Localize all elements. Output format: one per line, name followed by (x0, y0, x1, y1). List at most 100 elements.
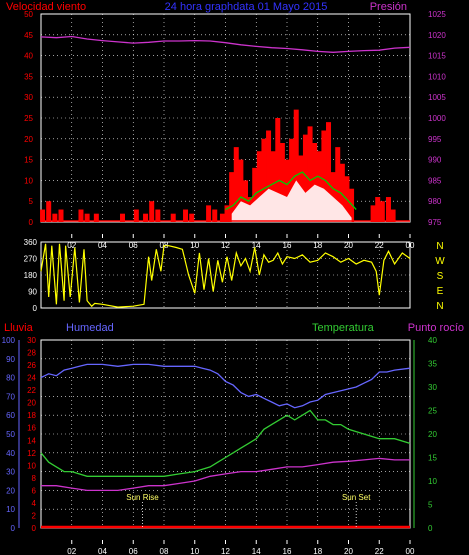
y-tick-label: 1005 (428, 93, 446, 102)
direction-label: N (436, 301, 443, 312)
x-tick-label: 18 (313, 241, 322, 250)
direction-label: N (436, 241, 443, 252)
y-tick-label: 26 (27, 361, 36, 370)
humidity-line (40, 363, 411, 409)
panel3-series (40, 363, 411, 529)
y-tick-label: 30 (27, 336, 36, 345)
x-tick-label: 04 (98, 241, 107, 250)
y-tick-label: 2 (32, 511, 37, 520)
x-tick-label: 22 (375, 547, 384, 555)
panel3-humidity-ticks: 0 10 20 30 40 50 60 70 80 90 100 (2, 336, 20, 533)
y-tick-label: 1025 (428, 10, 446, 19)
x-tick-label: 14 (252, 241, 261, 250)
x-tick-label: 18 (313, 547, 322, 555)
x-tick-label: 08 (160, 547, 169, 555)
y-tick-label: 45 (24, 31, 33, 40)
y-tick-label: 50 (6, 430, 15, 439)
y-tick-label: 990 (428, 156, 442, 165)
y-tick-label: 25 (24, 114, 33, 123)
y-tick-label: 10 (24, 176, 33, 185)
y-tick-label: 1000 (428, 114, 446, 123)
y-tick-label: 980 (428, 197, 442, 206)
y-tick-label: 1015 (428, 52, 446, 61)
y-tick-label: 0 (11, 524, 16, 533)
rain-label: Lluvia (4, 322, 34, 334)
x-tick-label: 10 (190, 547, 199, 555)
y-tick-label: 5 (428, 501, 433, 510)
x-tick-label: 04 (98, 547, 107, 555)
panel3-grid (41, 340, 410, 528)
y-tick-label: 60 (6, 411, 15, 420)
x-tick-label: 20 (344, 547, 353, 555)
panel3-annotations: Sun Rise Sun Set (126, 493, 371, 528)
x-tick-label: 00 (406, 547, 415, 555)
average-wind-line (225, 171, 357, 211)
y-tick-label: 16 (27, 424, 36, 433)
wind-direction-line (40, 243, 411, 308)
panel2-grid (41, 242, 410, 308)
y-tick-label: 20 (6, 486, 15, 495)
x-tick-label: 02 (67, 547, 76, 555)
y-tick-label: 70 (6, 392, 15, 401)
panel1-left-ticks: 0 5 10 15 20 25 30 35 40 45 50 (24, 10, 33, 227)
y-tick-label: 30 (6, 468, 15, 477)
y-tick-label: 10 (428, 477, 437, 486)
y-tick-label: 24 (27, 374, 36, 383)
panel1-series (40, 35, 411, 222)
y-tick-label: 20 (24, 135, 33, 144)
y-tick-label: 4 (32, 499, 37, 508)
x-tick-label: 22 (375, 241, 384, 250)
y-tick-label: 100 (2, 336, 16, 345)
y-tick-label: 995 (428, 135, 442, 144)
direction-label: E (437, 286, 444, 297)
y-tick-label: 80 (6, 374, 15, 383)
y-tick-label: 20 (27, 399, 36, 408)
x-tick-label: 14 (252, 547, 261, 555)
x-tick-label: 12 (221, 547, 230, 555)
x-tick-label: 16 (283, 241, 292, 250)
y-tick-label: 10 (6, 505, 15, 514)
y-tick-label: 0 (29, 218, 34, 227)
y-tick-label: 12 (27, 449, 36, 458)
panel2-left-ticks: 0 90 180 270 360 (24, 238, 38, 313)
y-tick-label: 6 (32, 486, 37, 495)
humidity-label: Humedad (66, 322, 114, 334)
wind-speed-label: Velocidad viento (6, 1, 86, 13)
x-tick-label: 16 (283, 547, 292, 555)
dewpoint-line (41, 457, 410, 492)
y-tick-label: 1020 (428, 31, 446, 40)
y-tick-label: 15 (24, 156, 33, 165)
y-tick-label: 90 (6, 355, 15, 364)
y-tick-label: 8 (32, 474, 37, 483)
panel1-grid (41, 14, 410, 222)
y-tick-label: 30 (428, 383, 437, 392)
y-tick-label: 35 (428, 360, 437, 369)
y-tick-label: 18 (27, 411, 36, 420)
y-tick-label: 0 (32, 524, 37, 533)
y-tick-label: 50 (24, 10, 33, 19)
temperature-label: Temperatura (312, 322, 375, 334)
y-tick-label: 5 (29, 197, 34, 206)
chart-title: 24 hora graphdata 01 Mayo 2015 (165, 1, 328, 13)
y-tick-label: 0 (428, 524, 433, 533)
direction-label: W (435, 256, 445, 267)
x-tick-label: 12 (221, 241, 230, 250)
y-tick-label: 20 (428, 430, 437, 439)
direction-label: S (437, 271, 444, 282)
x-tick-label: 06 (129, 241, 138, 250)
y-tick-label: 35 (24, 72, 33, 81)
x-tick-label: 06 (129, 547, 138, 555)
panel2-series (40, 243, 411, 308)
temperature-line (40, 409, 411, 477)
x-tick-label: 02 (67, 241, 76, 250)
y-tick-label: 270 (24, 255, 38, 264)
y-tick-label: 90 (28, 288, 37, 297)
sunset-label: Sun Set (342, 493, 371, 502)
y-tick-label: 15 (428, 454, 437, 463)
